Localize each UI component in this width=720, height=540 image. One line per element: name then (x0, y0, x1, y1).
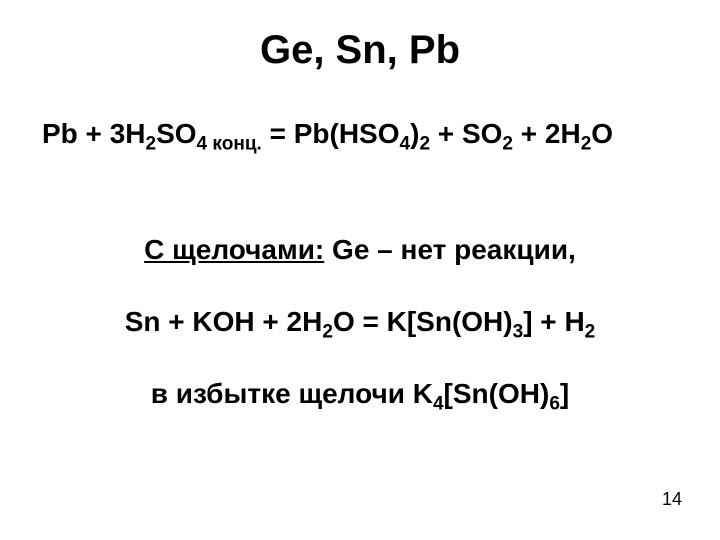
eq1-part: SO (156, 118, 196, 149)
eq2-part: ] + H (523, 306, 584, 337)
slide-title: Ge, Sn, Pb (0, 28, 720, 73)
note-part: в избытке щелочи K (151, 378, 433, 409)
eq2-part: Sn + KOH + 2H (125, 306, 323, 337)
eq2-sub: 2 (585, 322, 596, 343)
eq1-part: = Pb(HSO (262, 118, 400, 149)
eq1-part: + SO (430, 118, 502, 149)
eq1-sub: 2 (145, 134, 156, 155)
note-sub: 6 (549, 394, 560, 415)
eq2-part: O = K[Sn(OH) (333, 306, 513, 337)
alkali-header-underlined: С щелочами: (144, 234, 324, 265)
note-part: ] (560, 378, 569, 409)
note-part: [Sn(OH) (444, 378, 550, 409)
eq1-sub: 2 (581, 134, 592, 155)
slide: Ge, Sn, Pb Pb + 3H2SO4 конц. = Pb(HSO4)2… (0, 0, 720, 540)
alkali-header-rest: Ge – нет реакции, (324, 234, 576, 265)
note-sub: 4 (433, 394, 444, 415)
eq1-part: Pb + 3H (42, 118, 145, 149)
eq2-sub: 2 (322, 322, 333, 343)
eq1-part: O (591, 118, 613, 149)
eq1-sub: 4 (400, 134, 411, 155)
equation-2: Sn + KOH + 2H2O = K[Sn(OH)3] + H2 (0, 306, 720, 338)
page-number: 14 (662, 489, 682, 510)
eq1-sub: 2 (502, 134, 513, 155)
eq2-sub: 3 (513, 322, 524, 343)
excess-alkali-note: в избытке щелочи K4[Sn(OH)6] (0, 378, 720, 410)
eq1-part: + 2H (513, 118, 581, 149)
alkali-header: С щелочами: Ge – нет реакции, (0, 234, 720, 266)
eq1-sub: 2 (419, 134, 430, 155)
eq1-sub: 4 конц. (197, 134, 262, 155)
equation-1: Pb + 3H2SO4 конц. = Pb(HSO4)2 + SO2 + 2H… (0, 118, 720, 150)
